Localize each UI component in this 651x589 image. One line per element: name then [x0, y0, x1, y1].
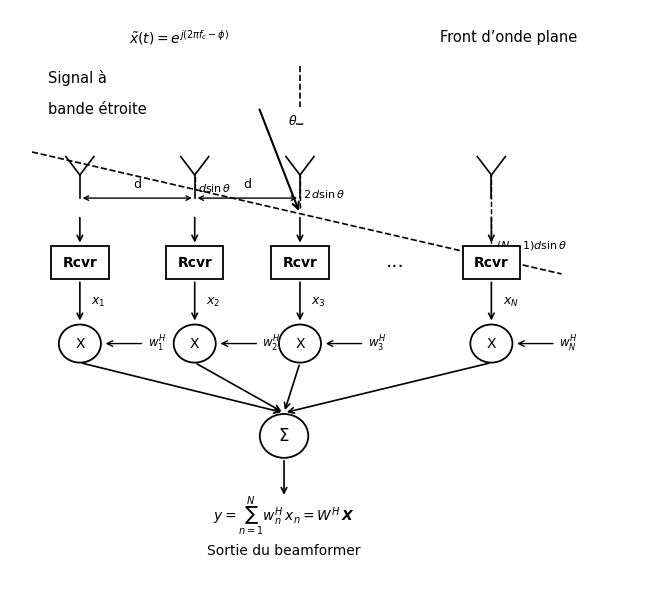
Text: X: X	[190, 336, 199, 350]
Text: $\Sigma$: $\Sigma$	[279, 427, 290, 445]
Text: bande étroite: bande étroite	[48, 102, 146, 117]
Text: $(N-1)d\sin\theta$: $(N-1)d\sin\theta$	[497, 239, 568, 252]
Text: $x_1$: $x_1$	[91, 296, 106, 309]
Text: Rcvr: Rcvr	[177, 256, 212, 270]
Text: $w_1^H$: $w_1^H$	[148, 333, 165, 353]
Text: $w_N^H$: $w_N^H$	[559, 333, 577, 353]
Text: $\theta$: $\theta$	[288, 114, 297, 128]
Text: X: X	[487, 336, 496, 350]
Text: $x_N$: $x_N$	[503, 296, 519, 309]
Circle shape	[260, 414, 309, 458]
Circle shape	[470, 325, 512, 363]
Text: $2\,d\sin\theta$: $2\,d\sin\theta$	[303, 188, 346, 200]
Text: $y = \sum_{n=1}^{N} w_n^H \, \boldsymbol{x_n} = \boldsymbol{W^H} \, \boldsymbol{: $y = \sum_{n=1}^{N} w_n^H \, \boldsymbol…	[214, 495, 355, 538]
Text: d: d	[133, 178, 141, 191]
Text: Front d’onde plane: Front d’onde plane	[440, 30, 577, 45]
FancyBboxPatch shape	[51, 246, 109, 280]
FancyBboxPatch shape	[271, 246, 329, 280]
Text: $w_3^H$: $w_3^H$	[368, 333, 386, 353]
Circle shape	[59, 325, 101, 363]
Text: $\tilde{x}(t) = e^{j(2\pi f_c-\phi)}$: $\tilde{x}(t) = e^{j(2\pi f_c-\phi)}$	[129, 28, 229, 47]
Text: $d\sin\theta$: $d\sin\theta$	[198, 182, 231, 194]
FancyBboxPatch shape	[166, 246, 223, 280]
FancyBboxPatch shape	[463, 246, 520, 280]
Text: X: X	[75, 336, 85, 350]
Text: $x_2$: $x_2$	[206, 296, 221, 309]
Text: Rcvr: Rcvr	[474, 256, 509, 270]
Text: X: X	[296, 336, 305, 350]
Text: $x_3$: $x_3$	[311, 296, 326, 309]
Text: Rcvr: Rcvr	[283, 256, 318, 270]
Text: Sortie du beamformer: Sortie du beamformer	[207, 544, 361, 558]
Circle shape	[279, 325, 321, 363]
Text: $w_2^H$: $w_2^H$	[262, 333, 281, 353]
Text: Rcvr: Rcvr	[62, 256, 97, 270]
Text: ...: ...	[386, 252, 405, 271]
Text: Signal à: Signal à	[48, 70, 107, 86]
Circle shape	[174, 325, 215, 363]
Text: d: d	[243, 178, 251, 191]
